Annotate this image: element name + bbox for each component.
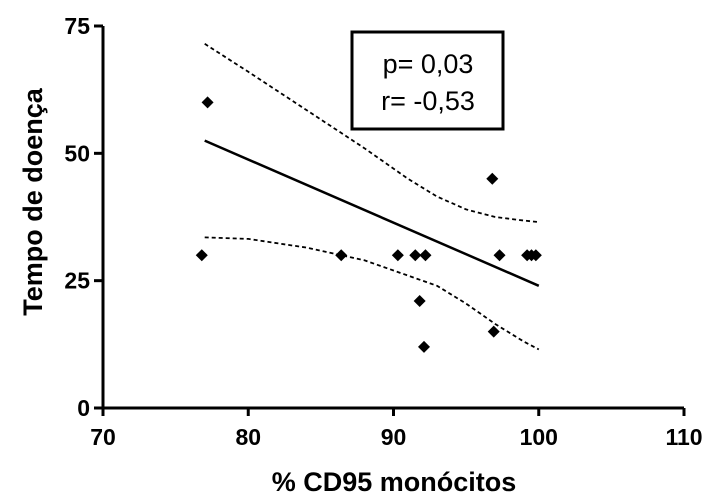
y-axis-title: Tempo de doença [18, 87, 48, 316]
data-point [493, 249, 506, 262]
x-tick-label: 80 [235, 424, 261, 450]
data-point [391, 249, 404, 262]
regression-line [204, 139, 540, 287]
data-point [486, 172, 499, 185]
y-tick-label: 50 [64, 140, 90, 166]
x-tick-label: 110 [665, 424, 702, 450]
data-points [195, 96, 542, 353]
data-point [409, 249, 422, 262]
data-point [335, 249, 348, 262]
y-tick-label: 0 [77, 395, 90, 421]
data-point [195, 249, 208, 262]
data-point [418, 340, 431, 353]
data-point [201, 96, 214, 109]
stats-box-frame [350, 30, 505, 131]
x-tick-label: 100 [520, 424, 558, 450]
stats-box: p= 0,03 r= -0,53 [350, 30, 505, 131]
confidence-band-upper [204, 43, 539, 223]
tick-marks [94, 24, 686, 416]
data-point [419, 249, 432, 262]
regression-curves [204, 43, 540, 351]
y-tick-label: 25 [64, 268, 90, 294]
x-tick-label: 90 [381, 424, 407, 450]
y-tick-label: 75 [64, 13, 90, 39]
confidence-band-lower [204, 236, 540, 351]
x-tick-label: 70 [90, 424, 116, 450]
data-point [529, 249, 542, 262]
data-point [487, 325, 500, 338]
p-value-label: p= 0,03 [383, 49, 474, 79]
tick-labels: 70 80 90 100 110 0 25 50 75 [64, 13, 702, 450]
data-point [413, 295, 426, 308]
r-value-label: r= -0,53 [381, 86, 475, 116]
x-axis-title: % CD95 monócitos [272, 467, 517, 497]
